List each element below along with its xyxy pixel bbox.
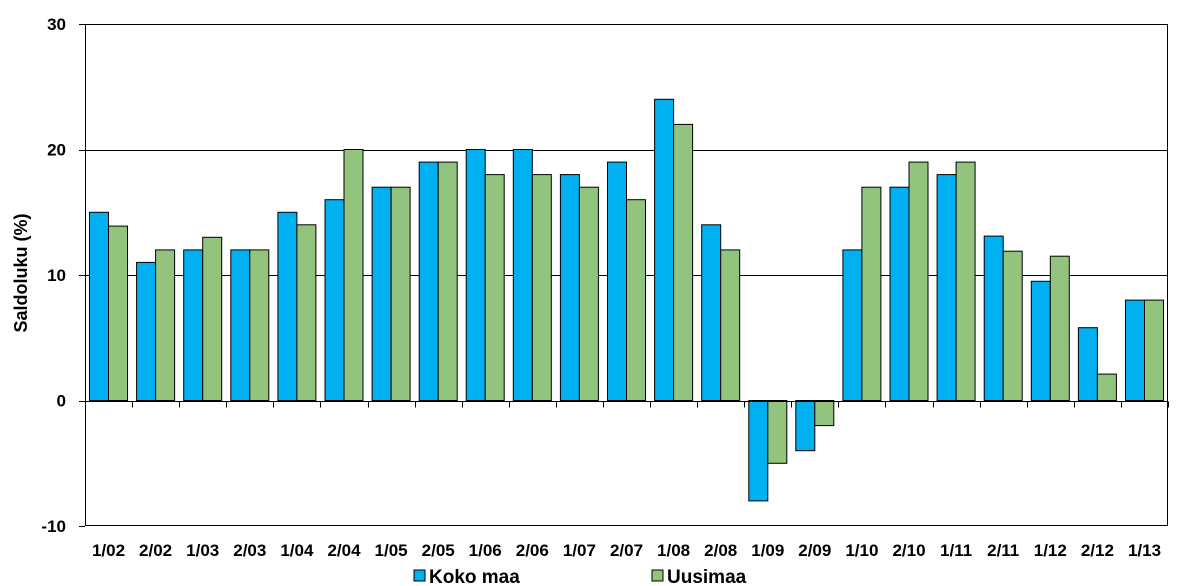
- bars: [89, 98, 1164, 502]
- bar-series1-2-05: [418, 161, 439, 401]
- x-tick-label: 1/06: [469, 541, 502, 560]
- bar-series2-1-06: [484, 174, 505, 401]
- bar-series1-1-10: [842, 249, 863, 401]
- bar-series2-1-11: [955, 161, 976, 401]
- x-tick-label: 2/12: [1081, 541, 1114, 560]
- x-tick-label: 1/12: [1034, 541, 1067, 560]
- bar-series1-2-07: [607, 161, 627, 401]
- bar-series1-1-13: [1125, 299, 1145, 402]
- bar-series2-2-04: [343, 149, 364, 401]
- bar-series2-2-03: [249, 249, 270, 401]
- bar-series2-2-10: [908, 161, 929, 401]
- y-axis-title: Saldoluku (%): [11, 213, 31, 332]
- legend-swatch: [413, 569, 426, 582]
- bar-series2-1-12: [1049, 255, 1070, 402]
- bar-series2-1-03: [202, 236, 223, 401]
- bar-series1-1-05: [371, 186, 392, 401]
- bar-series1-1-03: [183, 249, 204, 401]
- x-tick-label: 1/02: [92, 541, 125, 560]
- bar-series1-2-11: [983, 235, 1004, 401]
- bar-series2-2-12: [1096, 373, 1117, 402]
- bar-series1-1-12: [1030, 280, 1051, 401]
- x-tick-label: 2/08: [704, 541, 737, 560]
- bar-series1-1-02: [89, 211, 109, 402]
- x-tick-label: 1/03: [186, 541, 219, 560]
- y-tick-label: 30: [47, 15, 66, 34]
- y-tick-label: 0: [57, 392, 66, 411]
- bar-series2-1-09: [767, 400, 788, 464]
- x-tick-label: 2/11: [987, 541, 1019, 560]
- bar-series1-2-09: [795, 400, 816, 452]
- bar-series2-1-07: [578, 186, 599, 401]
- bar-series2-2-06: [531, 174, 552, 401]
- x-tick-label: 1/13: [1128, 541, 1161, 560]
- bar-series2-2-09: [814, 400, 835, 427]
- bar-series1-2-08: [701, 224, 722, 401]
- bar-series1-1-08: [654, 98, 675, 402]
- bar-series1-1-11: [936, 174, 957, 401]
- bar-series1-2-12: [1077, 327, 1098, 402]
- x-tick-label: 2/05: [422, 541, 455, 560]
- axes: [79, 24, 1169, 527]
- bar-series2-2-02: [155, 249, 176, 401]
- y-tick-label: 10: [47, 266, 66, 285]
- bar-series2-2-11: [1002, 250, 1023, 401]
- bar-series2-1-10: [861, 186, 882, 401]
- bar-series2-1-08: [673, 123, 694, 402]
- bar-series2-1-05: [390, 186, 411, 401]
- x-tick-labels: 1/02 2/02 1/03 2/03 1/04 2/04 1/05 2/05 1/06 2/06…: [92, 541, 1161, 560]
- x-tick-label: 2/10: [892, 541, 925, 560]
- x-tick-label: 2/09: [798, 541, 831, 560]
- bar-series1-2-04: [324, 199, 345, 401]
- y-tick-label: -10: [41, 517, 66, 536]
- bar-series1-1-04: [277, 211, 298, 402]
- legend-label: Uusimaa: [667, 567, 747, 586]
- bar-series1-2-03: [230, 249, 251, 401]
- x-tick-label: 2/07: [610, 541, 643, 560]
- x-tick-label: 2/06: [516, 541, 549, 560]
- bar-series2-2-05: [437, 161, 458, 401]
- bar-series2-2-08: [720, 249, 741, 401]
- x-tick-label: 1/08: [657, 541, 690, 560]
- bar-series1-1-06: [465, 149, 486, 401]
- x-tick-label: 2/04: [327, 541, 361, 560]
- x-tick-label: 1/10: [845, 541, 878, 560]
- y-tick-labels: -10 0 10 20 30: [41, 15, 66, 536]
- x-tick-label: 1/09: [751, 541, 784, 560]
- bar-series2-2-07: [626, 199, 646, 401]
- bar-series2-1-04: [296, 224, 317, 401]
- legend: Koko maa Uusimaa: [413, 567, 747, 586]
- x-tick-label: 1/07: [563, 541, 596, 560]
- x-tick-label: 2/03: [233, 541, 266, 560]
- legend-swatch: [651, 569, 664, 582]
- plot-area-border: [85, 24, 1168, 526]
- x-tick-label: 1/04: [280, 541, 314, 560]
- x-tick-label: 1/05: [375, 541, 408, 560]
- x-tick-label: 1/11: [940, 541, 972, 560]
- bar-series1-2-02: [136, 261, 157, 401]
- bar-series2-1-13: [1144, 299, 1164, 402]
- bar-series1-2-10: [889, 186, 910, 401]
- bar-series2-1-02: [108, 225, 128, 401]
- bar-series1-1-09: [748, 400, 769, 502]
- x-tick-label: 2/02: [139, 541, 172, 560]
- bar-series1-1-07: [559, 174, 580, 401]
- y-tick-label: 20: [47, 141, 66, 160]
- bar-series1-2-06: [512, 149, 533, 401]
- legend-label: Koko maa: [429, 567, 520, 586]
